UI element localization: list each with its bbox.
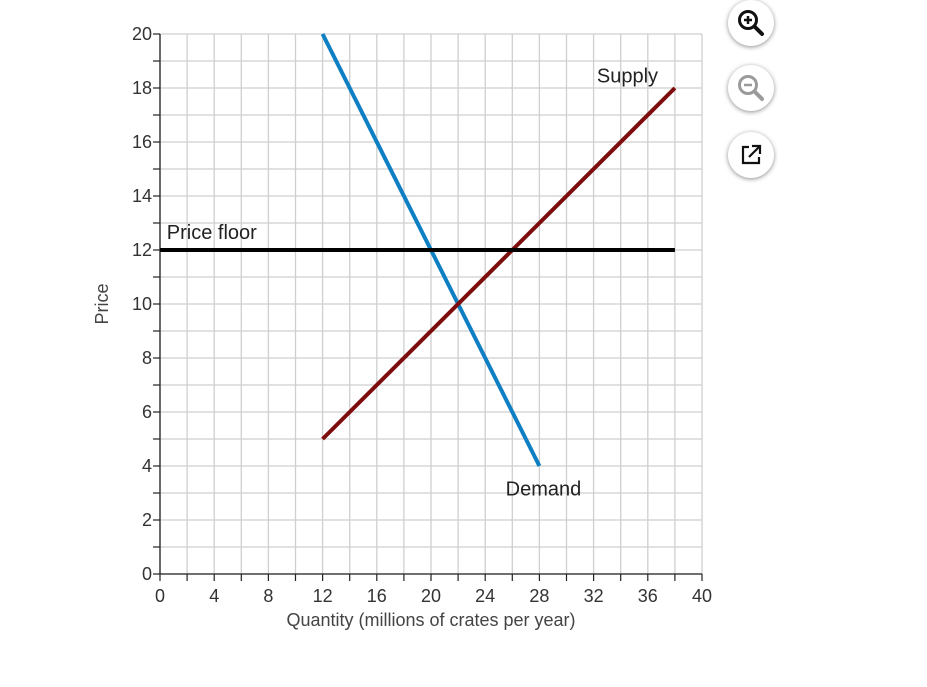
popout-button[interactable] [728, 132, 774, 178]
x-tick-label: 24 [475, 586, 495, 606]
zoom-out-button[interactable] [728, 65, 774, 111]
zoom-in-button[interactable] [728, 0, 774, 46]
supply-label: Supply [597, 66, 658, 88]
external-link-icon [741, 144, 762, 165]
y-axis-title: Price [92, 283, 112, 324]
y-tick-label: 2 [142, 510, 152, 530]
x-tick-label: 40 [692, 586, 712, 606]
x-tick-label: 16 [367, 586, 387, 606]
y-tick-label: 10 [132, 294, 152, 314]
supply-line [321, 86, 677, 441]
x-tick-label: 28 [529, 586, 549, 606]
y-tick-label: 20 [132, 24, 152, 44]
series [160, 33, 677, 467]
y-tick-label: 16 [132, 132, 152, 152]
demand-label: Demand [506, 479, 582, 501]
y-tick-label: 8 [142, 348, 152, 368]
y-tick-label: 0 [142, 564, 152, 584]
labels: Quantity (millions of crates per year) P… [92, 66, 658, 630]
x-tick-label: 20 [421, 586, 441, 606]
zoom-out-icon [738, 75, 764, 101]
zoom-in-icon [738, 10, 764, 36]
y-tick-label: 12 [132, 240, 152, 260]
x-tick-label: 4 [209, 586, 219, 606]
grid [159, 33, 703, 575]
y-tick-label: 4 [142, 456, 152, 476]
x-tick-label: 36 [638, 586, 658, 606]
y-tick-label: 14 [132, 186, 152, 206]
x-axis-title: Quantity (millions of crates per year) [286, 610, 575, 630]
x-tick-label: 0 [155, 586, 165, 606]
price-floor-label: Price floor [167, 222, 257, 244]
y-tick-label: 6 [142, 402, 152, 422]
x-tick-label: 12 [313, 586, 333, 606]
y-tick-label: 18 [132, 78, 152, 98]
x-tick-label: 8 [263, 586, 273, 606]
x-tick-label: 32 [584, 586, 604, 606]
